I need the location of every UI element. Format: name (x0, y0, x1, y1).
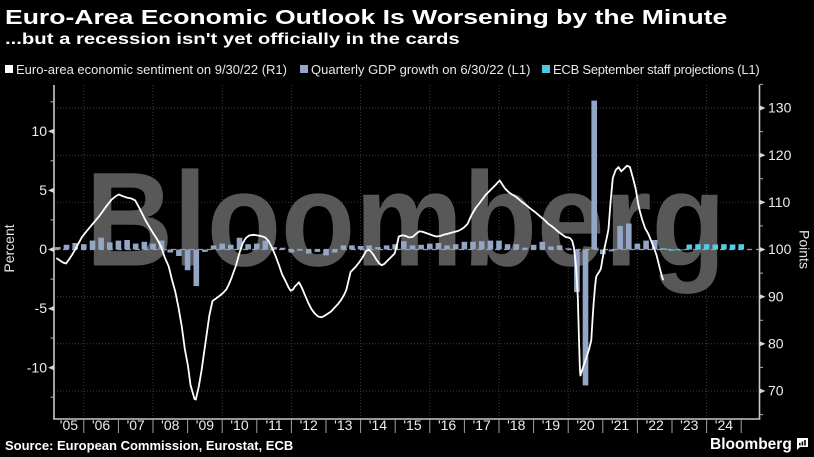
svg-text:'19: '19 (542, 417, 560, 433)
svg-text:'10: '10 (230, 417, 248, 433)
svg-text:'06: '06 (92, 417, 110, 433)
svg-text:'08: '08 (161, 417, 179, 433)
svg-text:'22: '22 (646, 417, 664, 433)
svg-text:'05: '05 (60, 417, 78, 433)
svg-text:'20: '20 (576, 417, 594, 433)
svg-text:0: 0 (39, 241, 47, 257)
svg-text:'17: '17 (473, 417, 491, 433)
svg-text:110: 110 (768, 194, 791, 210)
svg-text:'12: '12 (300, 417, 318, 433)
svg-text:100: 100 (768, 241, 792, 257)
svg-text:'07: '07 (127, 417, 145, 433)
svg-text:'15: '15 (403, 417, 421, 433)
svg-text:'16: '16 (438, 417, 456, 433)
svg-text:'24: '24 (715, 417, 733, 433)
svg-text:'14: '14 (369, 417, 387, 433)
svg-text:Points: Points (797, 230, 813, 269)
svg-text:'13: '13 (334, 417, 352, 433)
svg-text:5: 5 (39, 182, 47, 198)
svg-text:130: 130 (768, 100, 792, 116)
svg-text:'09: '09 (196, 417, 214, 433)
svg-text:'11: '11 (265, 417, 282, 433)
svg-text:10: 10 (31, 123, 47, 139)
svg-text:90: 90 (768, 288, 784, 304)
svg-text:70: 70 (768, 383, 784, 399)
svg-text:80: 80 (768, 335, 784, 351)
svg-text:-5: -5 (35, 300, 48, 316)
svg-text:'21: '21 (611, 417, 629, 433)
svg-text:-10: -10 (27, 359, 47, 375)
svg-text:'23: '23 (680, 417, 698, 433)
svg-text:Percent: Percent (1, 224, 17, 272)
svg-text:Bloomberg: Bloomberg (86, 146, 726, 295)
svg-text:'18: '18 (507, 417, 525, 433)
svg-text:120: 120 (768, 147, 792, 163)
